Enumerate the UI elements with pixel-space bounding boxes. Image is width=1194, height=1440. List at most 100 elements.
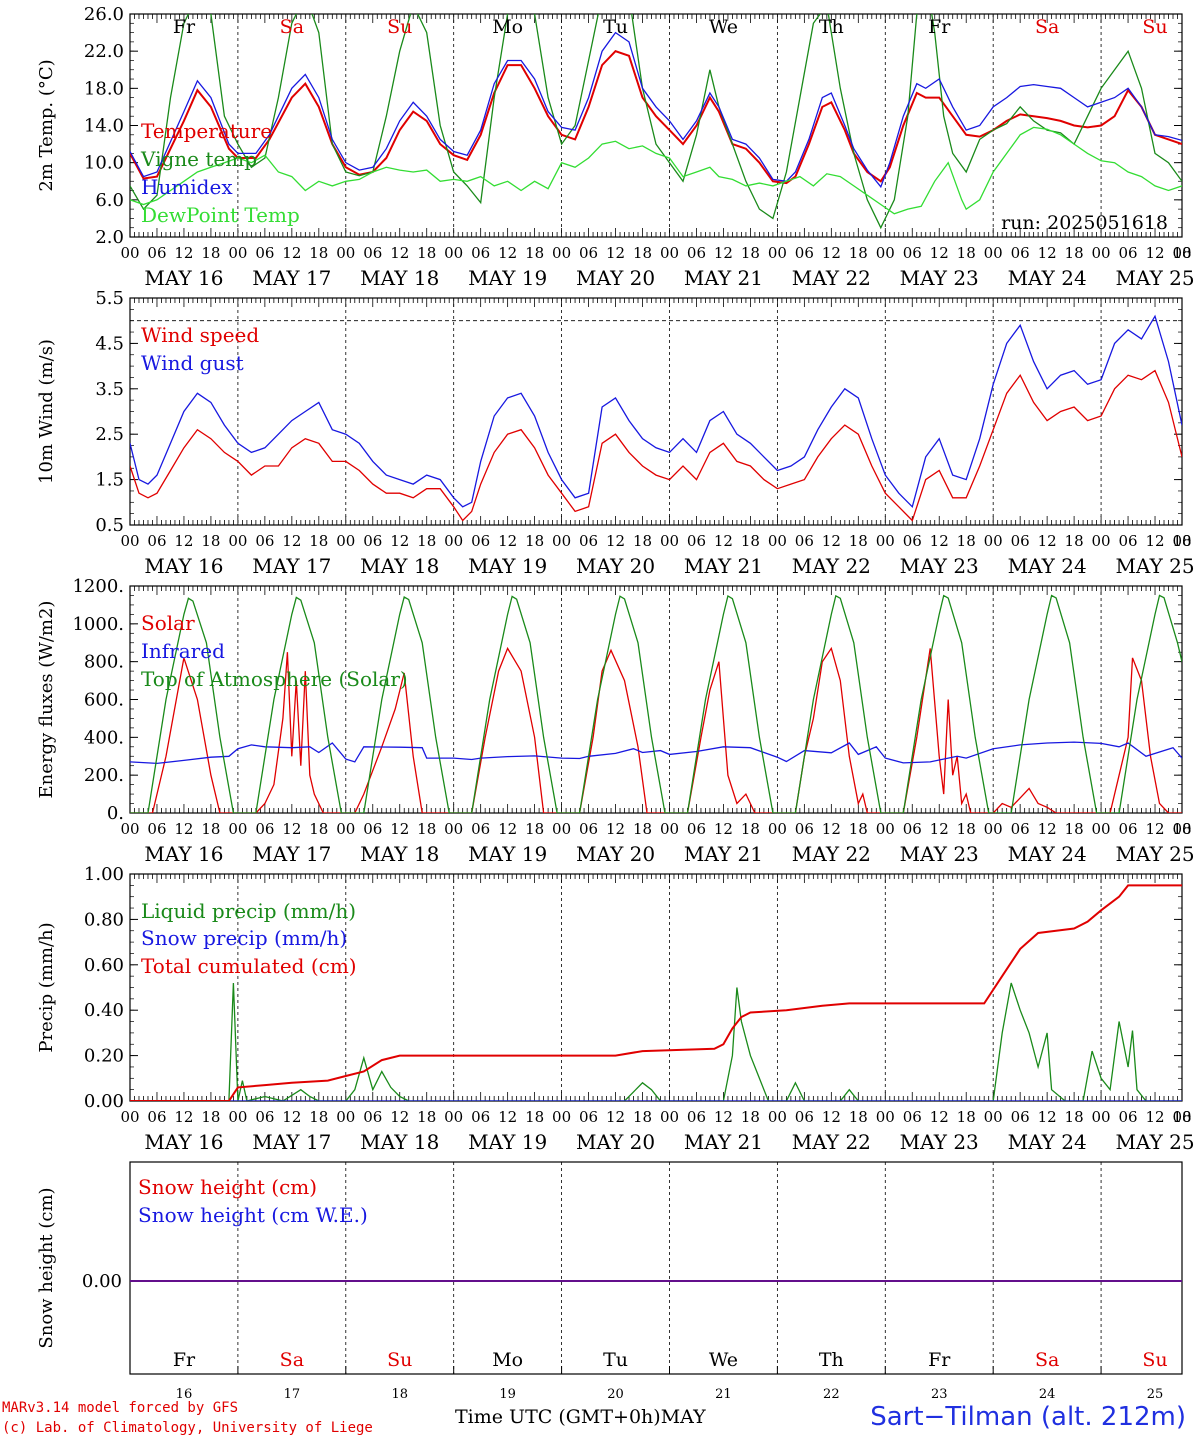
legend-wind-speed: Wind speed [141,323,259,347]
hour-tick-label: 18 [309,532,328,550]
day-name-bottom: Sa [1035,1349,1059,1371]
hour-tick-label: 18 [309,820,328,838]
hour-tick-label: 00 [120,1108,139,1126]
series-line-solar [130,646,1182,813]
series-line-liquid-precip-mm-h- [130,982,1182,1101]
hour-tick-label: 06 [579,1108,598,1126]
hour-tick-label: 12 [174,820,193,838]
date-label: MAY 24 [1008,554,1087,578]
day-name-bottom: Fr [173,1349,196,1371]
hour-tick-label: 06 [687,532,706,550]
hour-tick-label: 00 [660,1108,679,1126]
series-line-humidex [130,31,1182,189]
hour-tick-label: 12 [930,244,949,262]
date-label: MAY 25 [1115,266,1194,290]
hour-tick-label: 06 [1011,1108,1030,1126]
hour-tick-label: 18 [1065,1108,1084,1126]
day-name-bottom: Mo [492,1349,523,1371]
date-label: MAY 17 [252,554,331,578]
hour-tick-label: 18 [849,532,868,550]
day-number: 21 [715,1387,732,1400]
hour-tick-label: 18 [525,820,544,838]
y-tick-label: 0.40 [84,1000,124,1021]
series-line-wind-speed [130,369,1182,522]
date-label: MAY 23 [900,266,979,290]
hour-tick-label: 06 [903,820,922,838]
hour-tick-label: 18 [1172,1108,1191,1126]
date-label: MAY 17 [252,266,331,290]
hour-tick-label: 00 [336,1108,355,1126]
hour-tick-label: 12 [282,820,301,838]
hour-tick-label: 00 [120,532,139,550]
day-number: 25 [1147,1387,1164,1400]
legend-liquid-precip-mm-h-: Liquid precip (mm/h) [141,899,356,923]
hour-tick-label: 12 [930,1108,949,1126]
hour-tick-label: 18 [309,1108,328,1126]
hour-tick-label: 00 [444,532,463,550]
hour-tick-label: 06 [255,532,274,550]
hour-tick-label: 12 [1145,820,1164,838]
hour-tick-label: 06 [795,820,814,838]
hour-tick-label: 18 [417,820,436,838]
hour-tick-label: 18 [1065,820,1084,838]
hour-tick-label: 12 [390,532,409,550]
date-label: MAY 24 [1008,842,1087,866]
hour-tick-label: 12 [390,1108,409,1126]
hour-tick-label: 18 [849,1108,868,1126]
hour-tick-label: 00 [444,820,463,838]
hour-tick-label: 06 [795,244,814,262]
day-name-bottom: Th [819,1349,844,1371]
y-axis-label: Energy fluxes (W/m2) [36,601,57,799]
hour-tick-label: 00 [444,244,463,262]
date-label: MAY 22 [792,554,871,578]
hour-tick-label: 06 [471,532,490,550]
x-axis-title: Time UTC (GMT+0h)MAY [455,1406,706,1428]
hour-tick-label: 12 [714,532,733,550]
hour-tick-label: 18 [1065,532,1084,550]
hour-tick-label: 00 [660,244,679,262]
hour-tick-label: 06 [1011,820,1030,838]
hour-tick-label: 12 [606,1108,625,1126]
hour-tick-label: 12 [174,532,193,550]
hour-tick-label: 18 [1172,244,1191,262]
hour-tick-label: 00 [660,820,679,838]
hour-tick-label: 12 [606,244,625,262]
hour-tick-label: 00 [120,820,139,838]
date-label: MAY 23 [900,554,979,578]
hour-tick-label: 06 [687,820,706,838]
hour-tick-label: 00 [768,820,787,838]
date-label: MAY 22 [792,266,871,290]
hour-tick-label: 00 [552,1108,571,1126]
date-label: MAY 16 [144,554,223,578]
hour-tick-label: 06 [1119,532,1138,550]
hour-tick-label: 00 [984,820,1003,838]
hour-tick-label: 18 [633,820,652,838]
date-label: MAY 18 [360,842,439,866]
date-label: MAY 18 [360,554,439,578]
day-number: 17 [284,1387,301,1400]
hour-tick-label: 00 [1092,820,1111,838]
hour-tick-label: 06 [1119,1108,1138,1126]
series-line-wind-gust [130,314,1182,509]
legend-total-cumulated-cm-: Total cumulated (cm) [141,954,357,978]
series-line-infrared [130,741,1182,765]
hour-tick-label: 06 [363,820,382,838]
hour-tick-label: 18 [741,244,760,262]
y-tick-label: 14.0 [84,116,124,137]
hour-tick-label: 18 [1172,820,1191,838]
day-name-bottom: We [709,1349,738,1371]
hour-tick-label: 06 [471,1108,490,1126]
day-number: 24 [1039,1387,1056,1400]
y-tick-label: 22.0 [84,41,124,62]
hour-tick-label: 12 [822,532,841,550]
y-tick-label: 0.60 [84,955,124,976]
day-name-top: Tu [603,16,628,38]
hour-tick-label: 00 [336,532,355,550]
hour-tick-label: 00 [1172,820,1191,838]
hour-tick-label: 18 [417,1108,436,1126]
y-tick-label: 26.0 [84,4,124,25]
y-tick-label: 2.5 [95,424,124,445]
date-label: MAY 20 [576,1130,655,1154]
hour-tick-label: 18 [417,532,436,550]
y-tick-label: 1.5 [95,470,124,491]
